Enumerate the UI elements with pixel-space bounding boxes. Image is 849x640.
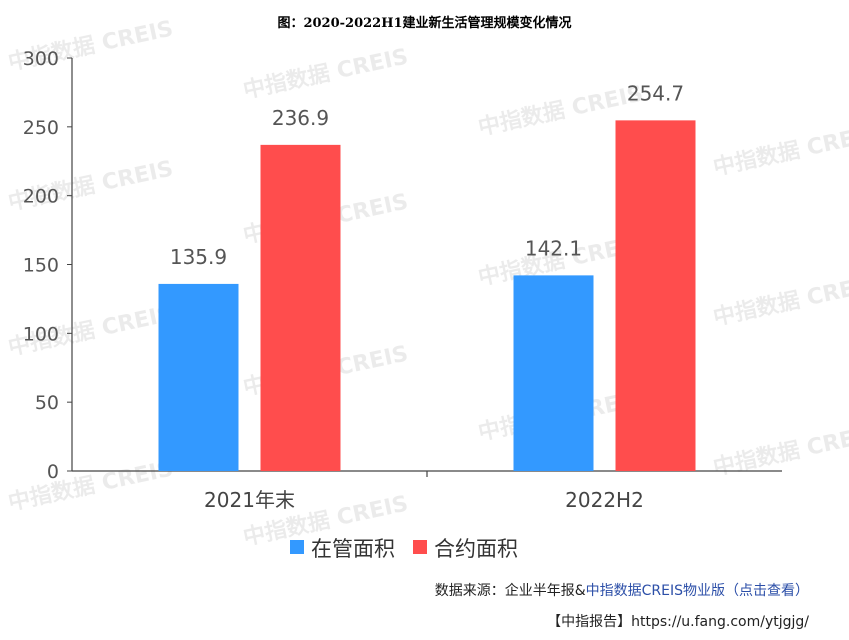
legend-label-1: 合约面积 bbox=[434, 537, 518, 561]
y-tick-label-1: 50 bbox=[35, 392, 59, 414]
watermark-3: 中指数据 CREIS bbox=[711, 121, 849, 181]
source-prefix: 数据来源：企业半年报& bbox=[434, 583, 586, 599]
data-labels-group: 135.9 236.9 142.1 254.7 bbox=[170, 81, 684, 269]
y-tick-label-2: 100 bbox=[23, 323, 59, 345]
legend-swatch-0 bbox=[290, 540, 304, 554]
bar-contracted-1 bbox=[615, 120, 696, 471]
data-label-managed-1: 142.1 bbox=[525, 236, 582, 260]
bar-managed-1 bbox=[513, 275, 594, 471]
data-label-managed-0: 135.9 bbox=[170, 245, 227, 269]
watermark-12: 中指数据 CREIS bbox=[6, 456, 176, 516]
report-link[interactable]: 【中指报告】https://u.fang.com/ytjgjg/ bbox=[547, 614, 809, 630]
data-label-contracted-1: 254.7 bbox=[627, 81, 684, 105]
legend: 在管面积 合约面积 bbox=[290, 537, 518, 561]
watermark-1: 中指数据 CREIS bbox=[241, 44, 411, 104]
y-tick-label-5: 250 bbox=[23, 117, 59, 139]
y-tick-label-0: 0 bbox=[47, 461, 59, 483]
watermark-11: 中指数据 CREIS bbox=[711, 421, 849, 481]
y-tick-label-6: 300 bbox=[23, 48, 59, 70]
legend-label-0: 在管面积 bbox=[311, 537, 395, 561]
y-tick-label-3: 150 bbox=[23, 255, 59, 277]
x-category-label-0: 2021年末 bbox=[204, 488, 295, 512]
x-category-label-1: 2022H2 bbox=[565, 488, 644, 512]
legend-swatch-1 bbox=[413, 540, 427, 554]
watermark-7: 中指数据 CREIS bbox=[711, 271, 849, 331]
y-tick-label-4: 200 bbox=[23, 186, 59, 208]
data-label-contracted-0: 236.9 bbox=[272, 106, 329, 130]
bars-group bbox=[158, 120, 696, 471]
bar-contracted-0 bbox=[260, 144, 341, 471]
source-note: 数据来源：企业半年报&中指数据CREIS物业版（点击查看） bbox=[435, 580, 809, 600]
bar-managed-0 bbox=[158, 283, 239, 471]
source-brand-link[interactable]: 中指数据CREIS物业版（点击查看） bbox=[585, 583, 809, 599]
chart-title: 图：2020-2022H1建业新生活管理规模变化情况 bbox=[277, 16, 572, 31]
